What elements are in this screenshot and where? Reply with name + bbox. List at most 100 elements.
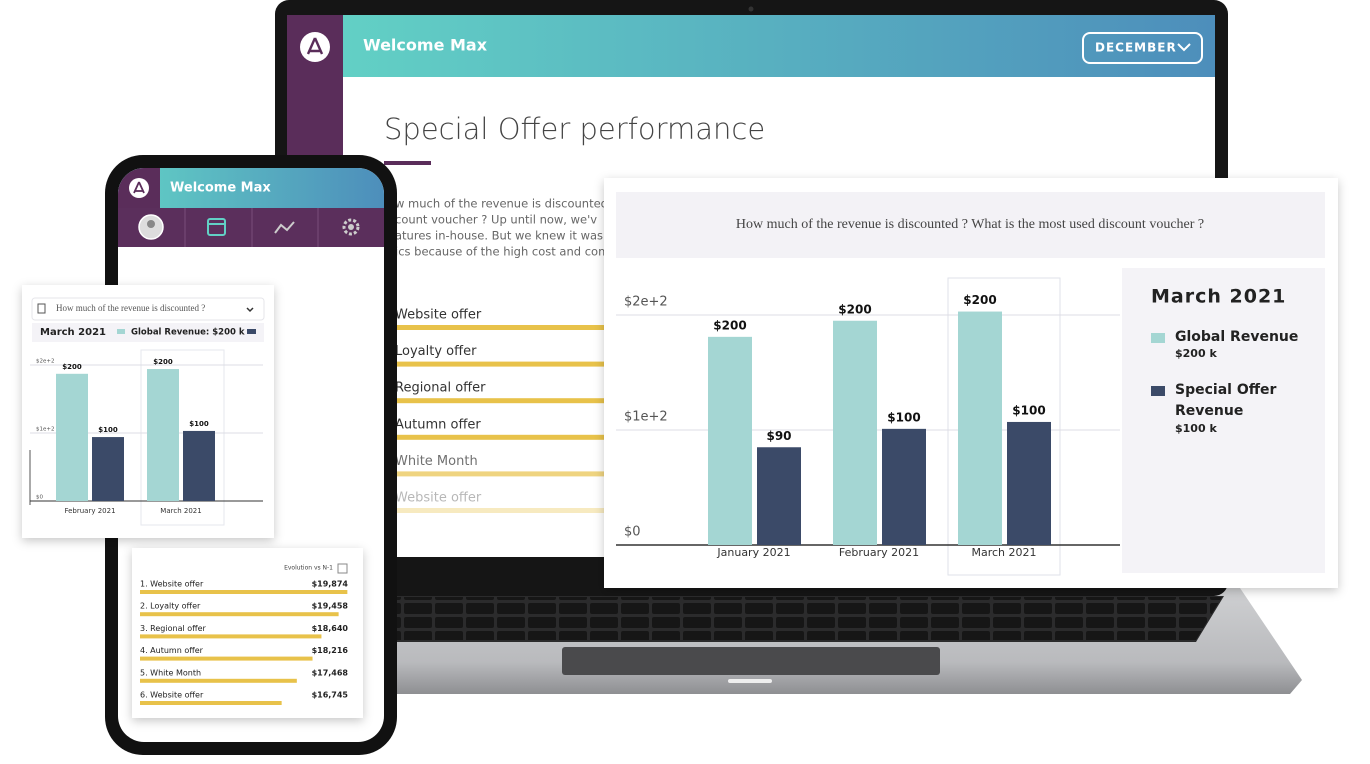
header-bar <box>343 15 1215 77</box>
x-tick-label: January 2021 <box>716 546 790 559</box>
bar <box>147 369 179 501</box>
laptop-notch <box>728 679 772 683</box>
list-value: $18,216 <box>312 646 349 655</box>
paragraph: w much of the revenue is discounted count… <box>395 197 624 259</box>
question: How much of the revenue is discounted ? … <box>736 217 1204 232</box>
mini-legend-label: Global Revenue: $200 k <box>131 328 245 338</box>
legend-value: $200 k <box>1175 347 1217 360</box>
list-bar <box>140 634 322 639</box>
list-bar <box>140 678 297 683</box>
list-label: 4. Autumn offer <box>140 646 204 655</box>
y-tick-label: $2e+2 <box>36 358 55 364</box>
phone-logo <box>129 178 149 198</box>
offer-bar <box>395 325 615 330</box>
legend: Global Revenue $200 k Special Offer Revenu… <box>1151 329 1299 435</box>
value-label: $100 <box>98 426 118 434</box>
legend-swatch <box>1151 386 1165 396</box>
offer-list: Website offer Loyalty offer Regional offer… <box>395 308 615 513</box>
bar <box>183 430 215 501</box>
value-label: $100 <box>1012 403 1045 417</box>
list-label: 5. White Month <box>140 668 201 677</box>
settings-icon[interactable] <box>342 218 360 236</box>
value-label: $200 <box>963 293 996 307</box>
x-tick-label: March 2021 <box>160 507 201 515</box>
phone-logo-mark <box>133 181 145 194</box>
phone-header-title: Welcome Max <box>170 181 271 196</box>
logo-mark <box>306 37 324 55</box>
mini-legend-box <box>32 323 264 342</box>
x-tick-label: February 2021 <box>839 546 919 559</box>
value-label: $200 <box>62 363 82 371</box>
list-help-icon[interactable] <box>337 563 348 574</box>
bar <box>1007 421 1051 545</box>
bar <box>708 336 752 545</box>
legend-box <box>1122 268 1325 573</box>
legend-label: Global Revenue <box>1175 329 1299 345</box>
mini-question: How much of the revenue is discounted ? <box>56 303 205 313</box>
selection <box>947 277 1061 576</box>
logo <box>300 32 330 62</box>
mini-legend-swatch <box>247 329 256 334</box>
y-tick-label: $0 <box>624 525 641 540</box>
offer-ranking-card: Evolution vs N-1 1. Website offer $19,874… <box>132 548 363 718</box>
x-tick-label: March 2021 <box>971 546 1036 559</box>
calendar-icon[interactable] <box>207 218 226 236</box>
month-dropdown[interactable] <box>1082 32 1203 64</box>
list-value: $19,458 <box>312 602 349 611</box>
list-caption: Evolution vs N-1 <box>284 565 333 572</box>
list-bar <box>140 612 339 617</box>
mini-chevron <box>246 307 254 313</box>
value-label: $200 <box>153 358 173 366</box>
camera <box>748 6 754 12</box>
chart-card: How much of the revenue is discounted ? … <box>604 178 1338 588</box>
bar <box>882 428 926 545</box>
list-bar <box>140 656 313 661</box>
mini-bar-chart: $0 $1e+2 $2e+2 February 2021 $200 $100 March 2… <box>30 358 263 515</box>
avatar-head <box>147 220 155 228</box>
value-label: $100 <box>887 410 920 424</box>
mini-doc-icon <box>37 303 46 314</box>
y-tick-label: $0 <box>36 495 43 501</box>
paragraph-line: atures in-house. But we knew it was goi <box>395 229 624 243</box>
list-value: $16,745 <box>312 691 349 700</box>
title-underline <box>384 161 431 165</box>
bar <box>833 320 877 545</box>
x-tick-label: February 2021 <box>64 507 115 515</box>
keyboard <box>392 597 1222 640</box>
list-value: $17,468 <box>312 668 349 677</box>
list-label: 2. Loyalty offer <box>140 602 201 611</box>
value-label: $200 <box>713 318 746 332</box>
offer-bar <box>395 508 615 513</box>
mini-question-box <box>31 297 265 321</box>
list-label: 6. Website offer <box>140 691 204 700</box>
stats-icon[interactable] <box>274 221 295 234</box>
y-tick-label: $1e+2 <box>36 426 55 432</box>
list-bar <box>140 701 282 705</box>
y-tick-label: $1e+2 <box>624 410 668 425</box>
list-label: 3. Regional offer <box>140 624 207 633</box>
value-label: $100 <box>189 420 209 428</box>
list-value: $19,874 <box>312 580 349 589</box>
legend-title: March 2021 <box>1151 286 1286 308</box>
list-label: 1. Website offer <box>140 580 204 589</box>
offer-label: Website offer <box>395 491 482 506</box>
header-title: Welcome Max <box>363 36 488 55</box>
offer-label: Loyalty offer <box>395 344 477 359</box>
offer-label: Regional offer <box>395 381 486 396</box>
list-items: 1. Website offer $19,874 2. Loyalty offer $… <box>140 580 349 705</box>
offer-label: White Month <box>395 454 478 469</box>
offer-bar <box>395 361 615 367</box>
month-label[interactable]: DECEMBER <box>1095 41 1177 55</box>
offer-bar <box>395 471 615 477</box>
offer-bar <box>395 398 615 404</box>
bar <box>56 373 88 501</box>
paragraph-line: count voucher ? Up until now, we'v <box>395 213 597 227</box>
legend-entry: Global Revenue <box>1175 329 1299 345</box>
y-tick-label: $2e+2 <box>624 295 668 310</box>
bar <box>757 447 801 545</box>
offer-label: Autumn offer <box>395 417 481 432</box>
list-bar <box>140 590 348 594</box>
paragraph-line: w much of the revenue is discounted <box>395 197 608 211</box>
